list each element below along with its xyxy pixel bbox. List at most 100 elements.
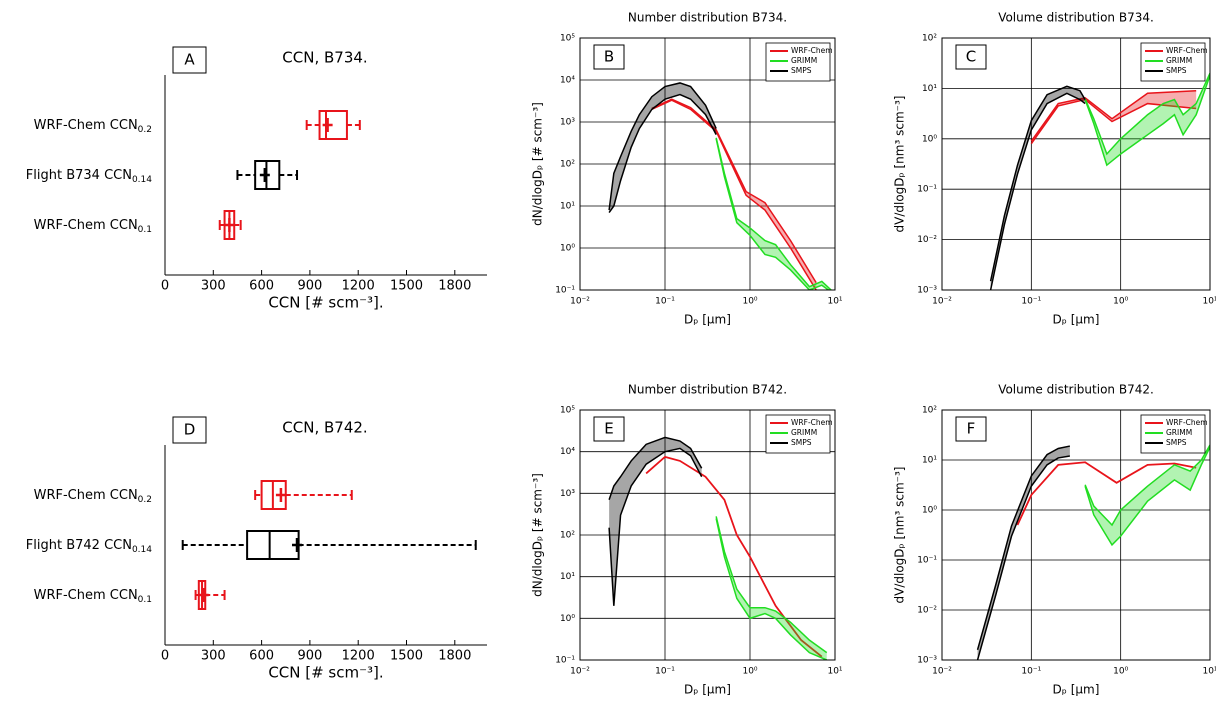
series-line <box>976 455 1070 660</box>
x-tick-label: 10⁻² <box>570 297 590 307</box>
plot-area <box>608 436 828 660</box>
series-line <box>1030 89 1197 142</box>
y-tick-label: 10⁵ <box>560 406 575 416</box>
x-tick-label: 10¹ <box>1202 667 1216 677</box>
y-tick-label: 10⁻¹ <box>555 286 575 296</box>
panel-label-box <box>172 46 207 74</box>
y-axis-label: dV/dlogDₚ [nm³ scm⁻³] <box>893 467 907 604</box>
legend-label: WRF-Chem <box>1166 418 1208 427</box>
series-line <box>1084 72 1210 156</box>
band <box>716 516 827 660</box>
x-tick-label: 600 <box>249 279 274 294</box>
series-line <box>1084 446 1210 547</box>
x-tick-label: 1800 <box>438 649 471 664</box>
y-tick-label: 10⁴ <box>560 447 575 457</box>
x-tick-label: 10⁻² <box>932 297 952 307</box>
panel-label-box <box>593 416 625 442</box>
x-axis-label: Dₚ [μm] <box>1053 313 1100 327</box>
x-tick-label: 10¹ <box>1202 297 1216 307</box>
band <box>1085 73 1210 166</box>
x-tick-label: 0 <box>161 649 169 664</box>
plot-frame <box>941 37 1211 291</box>
x-axis-label: CCN [# scm⁻³]. <box>268 664 383 682</box>
series-line <box>608 82 717 211</box>
legend-label: GRIMM <box>1166 428 1192 437</box>
y-axis-label: dN/dlogDₚ [# scm⁻³] <box>531 102 545 226</box>
x-tick-label: 10⁻² <box>932 667 952 677</box>
panel-label: C <box>966 48 976 66</box>
legend-label: GRIMM <box>791 56 817 65</box>
x-tick-label: 0 <box>161 279 169 294</box>
x-axis-label: Dₚ [μm] <box>684 313 731 327</box>
band <box>609 82 717 213</box>
y-tick-label: 10³ <box>560 489 575 499</box>
y-tick-label: 10⁴ <box>560 76 575 86</box>
series-line <box>715 137 832 290</box>
y-tick-label: 10⁰ <box>922 134 937 144</box>
x-tick-label: 900 <box>297 279 322 294</box>
category-label: WRF-Chem CCN0.2 <box>34 118 152 135</box>
plot-area <box>608 82 832 290</box>
series-line <box>1030 98 1197 145</box>
y-tick-label: 10¹ <box>560 202 575 212</box>
series-line <box>1084 444 1210 527</box>
y-tick-label: 10⁻¹ <box>917 556 937 566</box>
series-line <box>989 85 1086 282</box>
x-tick-label: 10⁻¹ <box>1021 297 1041 307</box>
category-label: WRF-Chem CCN0.2 <box>34 488 152 505</box>
category-label: Flight B734 CCN0.14 <box>26 168 152 185</box>
x-tick-label: 1500 <box>390 279 423 294</box>
legend-label: SMPS <box>1166 438 1187 447</box>
band <box>990 86 1086 290</box>
band <box>609 437 702 606</box>
y-tick-label: 10¹ <box>922 456 937 466</box>
legend-label: SMPS <box>1166 66 1187 75</box>
x-tick-label: 900 <box>297 649 322 664</box>
legend-label: SMPS <box>791 66 812 75</box>
y-tick-label: 10⁻¹ <box>555 656 575 666</box>
series-line <box>608 447 703 606</box>
mean-marker <box>292 538 303 552</box>
category-label: WRF-Chem CCN0.1 <box>34 218 152 235</box>
x-tick-label: 10⁻² <box>570 667 590 677</box>
series-line <box>715 518 828 660</box>
series-line <box>976 445 1071 650</box>
y-axis-label: dN/dlogDₚ [# scm⁻³] <box>531 473 545 597</box>
panel-title: Volume distribution B734. <box>998 11 1154 25</box>
panel-title: Number distribution B734. <box>628 11 787 25</box>
x-tick-label: 1200 <box>342 649 375 664</box>
y-tick-label: 10⁻³ <box>917 286 937 296</box>
x-tick-label: 1200 <box>342 279 375 294</box>
x-tick-label: 10⁻¹ <box>655 667 675 677</box>
legend-label: GRIMM <box>791 428 817 437</box>
y-tick-label: 10² <box>560 160 575 170</box>
x-tick-label: 1800 <box>438 279 471 294</box>
plot-frame <box>579 409 836 661</box>
panel-title: Volume distribution B742. <box>998 383 1154 397</box>
y-tick-label: 10¹ <box>560 572 575 582</box>
mean-marker <box>259 168 270 182</box>
plot-area <box>989 72 1210 290</box>
y-tick-label: 10⁻¹ <box>917 185 937 195</box>
plot-frame <box>579 37 836 291</box>
series-line <box>715 516 828 654</box>
x-tick-label: 300 <box>201 649 226 664</box>
panel-label: D <box>184 421 196 439</box>
panel-label-box <box>593 44 625 70</box>
legend-box <box>1140 414 1206 454</box>
x-axis-label: CCN [# scm⁻³]. <box>268 294 383 312</box>
panel-title: Number distribution B742. <box>628 383 787 397</box>
mean-marker <box>275 488 286 502</box>
x-tick-label: 600 <box>249 649 274 664</box>
series-line <box>608 436 703 501</box>
category-label: WRF-Chem CCN0.1 <box>34 588 152 605</box>
legend-label: GRIMM <box>1166 56 1192 65</box>
panel-label-box <box>955 44 987 70</box>
panel-label: B <box>604 48 614 66</box>
legend-label: WRF-Chem <box>791 418 833 427</box>
band <box>651 99 817 290</box>
panel-label: E <box>604 420 613 438</box>
legend-label: SMPS <box>791 438 812 447</box>
y-tick-label: 10¹ <box>922 84 937 94</box>
series-line <box>715 138 830 290</box>
